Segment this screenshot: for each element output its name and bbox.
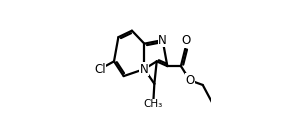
Text: N: N: [158, 34, 167, 47]
Text: CH₃: CH₃: [143, 99, 163, 109]
Text: Cl: Cl: [94, 63, 106, 76]
Text: O: O: [181, 34, 190, 47]
Text: N: N: [140, 63, 149, 76]
Text: O: O: [185, 74, 194, 87]
